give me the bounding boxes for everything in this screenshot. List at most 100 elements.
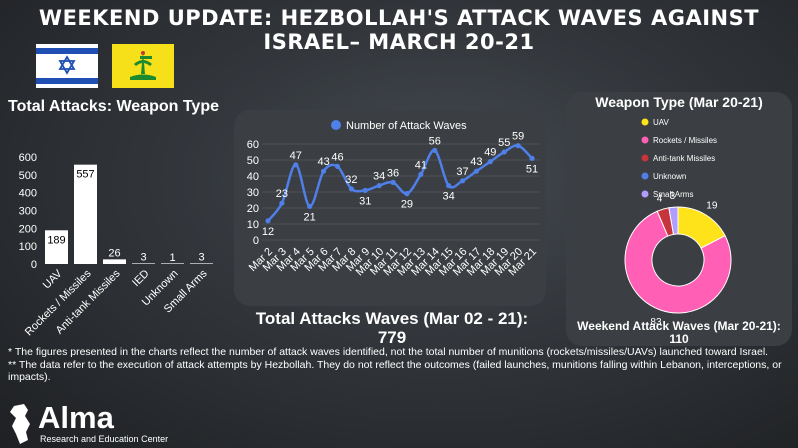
donut-slice bbox=[668, 206, 679, 235]
total-attack-waves-label: Total Attacks Waves (Mar 02 - 21): bbox=[255, 309, 529, 328]
line-y-tick-label: 50 bbox=[247, 155, 259, 167]
hezbollah-flag-icon bbox=[112, 44, 174, 88]
line-point bbox=[404, 191, 410, 197]
line-point bbox=[348, 186, 354, 192]
bar-y-tick-label: 500 bbox=[19, 170, 37, 182]
line-data-label: 23 bbox=[276, 188, 288, 200]
line-y-tick-label: 0 bbox=[253, 235, 259, 247]
bar-y-tick-label: 100 bbox=[19, 241, 37, 253]
line-point bbox=[418, 171, 424, 177]
line-point bbox=[362, 187, 368, 193]
footnotes: * The figures presented in the charts re… bbox=[8, 346, 794, 384]
donut-legend-label: Unknown bbox=[653, 172, 686, 181]
donut-data-label: 4 bbox=[657, 194, 663, 205]
page-title: WEEKEND UPDATE: HEZBOLLAH'S ATTACK WAVES… bbox=[38, 6, 760, 54]
total-attack-waves-value: 779 bbox=[377, 328, 407, 347]
line-data-label: 56 bbox=[429, 135, 441, 147]
donut-legend-marker bbox=[641, 172, 649, 180]
line-point bbox=[307, 203, 313, 209]
bar-data-label: 3 bbox=[198, 251, 204, 263]
israel-flag-icon bbox=[36, 44, 98, 88]
line-data-label: 47 bbox=[290, 150, 302, 162]
bar-y-tick-label: 200 bbox=[19, 223, 37, 235]
bar-chart-title: Total Attacks: Weapon Type bbox=[8, 98, 219, 115]
line-data-label: 51 bbox=[526, 163, 538, 175]
bar-data-label: 557 bbox=[76, 169, 94, 181]
line-data-label: 55 bbox=[498, 137, 510, 149]
donut-data-label: 3 bbox=[670, 191, 676, 202]
line-point bbox=[279, 200, 285, 206]
bar bbox=[74, 164, 97, 264]
donut-data-label: 19 bbox=[706, 201, 718, 212]
bar-data-label: 3 bbox=[140, 251, 146, 263]
line-y-tick-label: 10 bbox=[247, 219, 259, 231]
bar bbox=[190, 263, 213, 264]
line-legend-marker bbox=[331, 120, 341, 130]
weekend-attack-waves-label: Weekend Attack Waves (Mar 20-21): bbox=[577, 319, 781, 333]
bar bbox=[103, 259, 126, 264]
line-y-tick-label: 20 bbox=[247, 203, 259, 215]
line-data-label: 34 bbox=[373, 171, 385, 183]
line-legend-label: Number of Attack Waves bbox=[346, 120, 467, 132]
line-data-label: 43 bbox=[470, 156, 482, 168]
line-point bbox=[265, 218, 271, 224]
weekend-attack-waves-value: 110 bbox=[669, 332, 689, 346]
footnote-2: ** The data refer to the execution of at… bbox=[8, 358, 782, 384]
line-data-label: 21 bbox=[304, 211, 316, 223]
line-data-label: 43 bbox=[317, 156, 329, 168]
line-point bbox=[446, 183, 452, 189]
weekend-attack-waves: Weekend Attack Waves (Mar 20-21): 110 bbox=[566, 320, 792, 346]
logo-name: Alma bbox=[38, 400, 114, 435]
bar-y-tick-label: 0 bbox=[31, 259, 37, 271]
line-y-tick-label: 30 bbox=[247, 187, 259, 199]
line-data-label: 36 bbox=[387, 167, 399, 179]
line-data-label: 31 bbox=[359, 195, 371, 207]
line-data-label: 29 bbox=[401, 199, 413, 211]
bar-data-label: 26 bbox=[108, 247, 120, 259]
bar-y-tick-label: 600 bbox=[19, 152, 37, 164]
line-point bbox=[515, 143, 521, 149]
total-attack-waves: Total Attacks Waves (Mar 02 - 21): 779 bbox=[232, 309, 552, 347]
bar bbox=[45, 230, 68, 264]
line-data-label: 49 bbox=[484, 147, 496, 159]
line-data-label: 32 bbox=[345, 174, 357, 186]
donut-legend-marker bbox=[641, 154, 649, 162]
line-y-tick-label: 40 bbox=[247, 171, 259, 183]
line-point bbox=[334, 163, 341, 169]
bar-y-tick-label: 300 bbox=[19, 206, 37, 218]
line-point bbox=[529, 155, 535, 161]
line-point bbox=[293, 162, 299, 168]
donut-slice bbox=[624, 210, 732, 314]
footnote-1: * The figures presented in the charts re… bbox=[8, 346, 769, 358]
line-point bbox=[501, 149, 507, 155]
line-data-label: 34 bbox=[443, 191, 455, 203]
line-point bbox=[487, 159, 493, 165]
donut-chart-title: Weapon Type (Mar 20-21) bbox=[595, 94, 763, 110]
line-point bbox=[320, 168, 327, 174]
line-data-label: 46 bbox=[331, 151, 343, 163]
line-data-label: 41 bbox=[415, 159, 427, 171]
line-point bbox=[432, 147, 438, 153]
line-point bbox=[473, 168, 480, 174]
bar-data-label: 189 bbox=[47, 234, 65, 246]
donut-legend-label: Small Arms bbox=[653, 190, 693, 199]
donut-legend-marker bbox=[641, 136, 649, 144]
donut-legend-label: Rockets / Missiles bbox=[653, 136, 717, 145]
donut-legend-label: Anti-tank Missiles bbox=[653, 154, 715, 163]
donut-legend-marker bbox=[641, 190, 649, 198]
line-data-label: 37 bbox=[456, 166, 468, 178]
line-data-label: 12 bbox=[262, 226, 274, 238]
line-point bbox=[376, 183, 382, 189]
bar-y-tick-label: 400 bbox=[19, 188, 37, 200]
line-point bbox=[459, 178, 466, 184]
donut-legend-marker bbox=[641, 118, 649, 126]
donut-data-label: 83 bbox=[650, 317, 662, 328]
alma-map-icon bbox=[10, 404, 30, 444]
line-point bbox=[390, 179, 396, 185]
donut-legend-label: UAV bbox=[653, 118, 670, 127]
bar bbox=[161, 263, 184, 264]
bar-data-label: 1 bbox=[169, 252, 175, 264]
line-data-label: 59 bbox=[512, 131, 524, 143]
